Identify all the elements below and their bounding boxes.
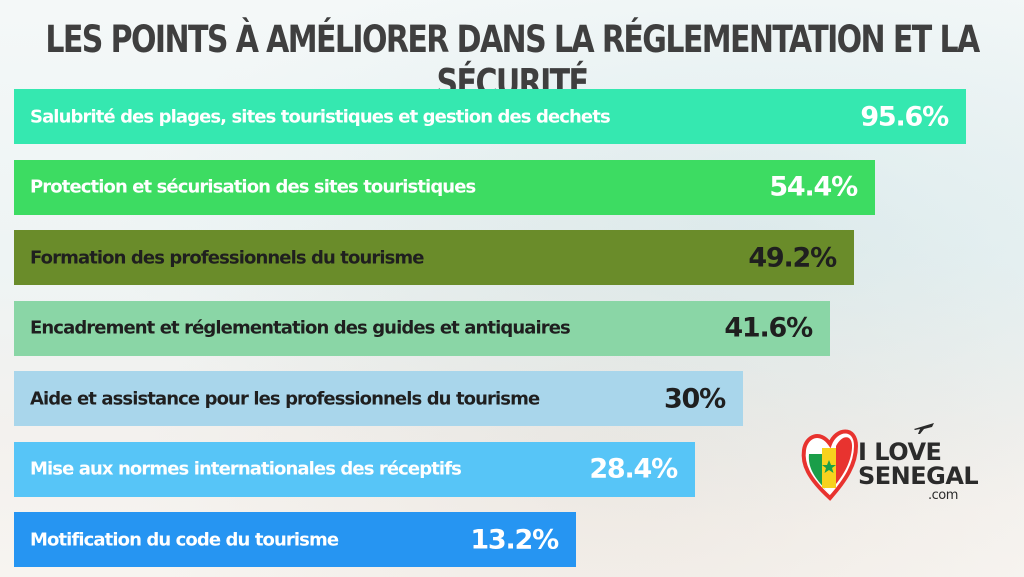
bar-value-2: 54.4% xyxy=(769,171,858,203)
bar-label-4: Encadrement et réglementation des guides… xyxy=(30,317,571,339)
bar-7: Motification du code du tourisme 13.2% xyxy=(14,512,576,567)
bar-label-5: Aide et assistance pour les professionne… xyxy=(30,388,540,409)
bar-4: Encadrement et réglementation des guides… xyxy=(14,300,830,356)
chart-title: LES POINTS À AMÉLIORER DANS LA RÉGLEMENT… xyxy=(45,18,980,106)
bar-6: Mise aux normes internationales des réce… xyxy=(14,441,695,497)
bar-value-7: 13.2% xyxy=(470,524,559,555)
bar-label-2: Protection et sécurisation des sites tou… xyxy=(30,176,476,198)
bar-label-1: Salubrité des plages, sites touristiques… xyxy=(30,106,611,127)
logo-line-2: SENEGAL xyxy=(858,462,979,490)
airplane-icon xyxy=(914,423,934,434)
bar-1: Salubrité des plages, sites touristiques… xyxy=(14,89,966,144)
bar-value-1: 95.6% xyxy=(860,101,949,132)
bar-label-6: Mise aux normes internationales des réce… xyxy=(30,458,462,480)
bar-value-3: 49.2% xyxy=(748,242,837,273)
bar-value-5: 30% xyxy=(663,383,726,414)
bar-2: Protection et sécurisation des sites tou… xyxy=(14,159,875,215)
bar-label-3: Formation des professionnels du tourisme xyxy=(30,247,425,268)
bar-5: Aide et assistance pour les professionne… xyxy=(14,371,743,426)
bar-3: Formation des professionnels du tourisme… xyxy=(14,230,854,285)
i-love-senegal-logo: I LOVE SENEGAL .com xyxy=(800,420,979,510)
logo-line-1: I LOVE xyxy=(858,438,942,466)
heart-flag-icon xyxy=(801,429,859,501)
bar-value-4: 41.6% xyxy=(724,312,813,344)
bar-value-6: 28.4% xyxy=(589,453,678,485)
logo-line-3: .com xyxy=(928,488,958,503)
bar-label-7: Motification du code du tourisme xyxy=(30,529,339,550)
